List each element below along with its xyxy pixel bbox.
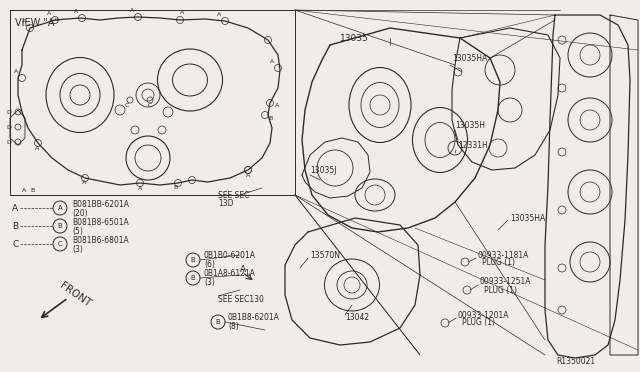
Text: 13035J: 13035J — [310, 166, 337, 174]
Text: B081B6-6801A: B081B6-6801A — [72, 235, 129, 244]
Text: PLUG (1): PLUG (1) — [484, 285, 517, 295]
Text: A: A — [12, 203, 18, 212]
Text: 13035H: 13035H — [455, 121, 485, 129]
Text: C: C — [125, 103, 129, 108]
Text: 13035HA: 13035HA — [452, 54, 487, 62]
Text: 0B1A8-6121A: 0B1A8-6121A — [204, 269, 256, 279]
Text: C: C — [148, 103, 152, 108]
Text: A: A — [180, 10, 184, 15]
Text: A: A — [74, 9, 78, 13]
Text: A: A — [270, 58, 275, 64]
Text: B: B — [58, 223, 62, 229]
Text: A: A — [275, 103, 279, 108]
Text: 12331H: 12331H — [458, 141, 488, 150]
Text: VIEW "A": VIEW "A" — [15, 18, 59, 28]
Text: PLUG (1): PLUG (1) — [482, 259, 515, 267]
Text: B: B — [173, 185, 177, 189]
Text: 13570N: 13570N — [310, 250, 340, 260]
Text: 00933-1181A: 00933-1181A — [478, 250, 529, 260]
Text: A: A — [14, 68, 19, 74]
Text: A: A — [217, 12, 221, 16]
Text: A: A — [22, 187, 26, 192]
Text: A: A — [82, 180, 86, 185]
Text: A: A — [130, 7, 134, 13]
Text: A: A — [35, 145, 39, 151]
Text: 13D: 13D — [218, 199, 234, 208]
Text: B081B8-6501A: B081B8-6501A — [72, 218, 129, 227]
Text: (3): (3) — [204, 278, 215, 286]
Text: (5): (5) — [72, 227, 83, 235]
Text: B: B — [30, 187, 35, 192]
Text: C: C — [58, 241, 62, 247]
Text: R1350021: R1350021 — [556, 357, 595, 366]
Text: B: B — [12, 221, 18, 231]
Text: C: C — [12, 240, 19, 248]
Text: A: A — [138, 186, 142, 190]
Text: (3): (3) — [72, 244, 83, 253]
Text: D: D — [6, 109, 11, 115]
Text: SEE SEC130: SEE SEC130 — [218, 295, 264, 305]
Text: A: A — [240, 266, 246, 275]
Text: 0B1B8-6201A: 0B1B8-6201A — [228, 314, 280, 323]
Text: D: D — [6, 140, 11, 144]
Text: (20): (20) — [72, 208, 88, 218]
Text: B081BB-6201A: B081BB-6201A — [72, 199, 129, 208]
Text: 13035: 13035 — [340, 33, 369, 42]
Text: FRONT: FRONT — [58, 281, 93, 309]
Text: PLUG (1): PLUG (1) — [462, 318, 495, 327]
Text: B: B — [216, 319, 220, 325]
Text: 13035HA: 13035HA — [510, 214, 545, 222]
Text: A: A — [246, 173, 250, 177]
Text: D: D — [6, 125, 11, 129]
Text: 0B1B0-6201A: 0B1B0-6201A — [204, 251, 256, 260]
Text: B: B — [268, 115, 272, 121]
Text: B: B — [191, 275, 195, 281]
Text: A: A — [22, 19, 26, 23]
Text: B: B — [191, 257, 195, 263]
Text: 00933-1251A: 00933-1251A — [480, 278, 531, 286]
Text: (6): (6) — [204, 260, 215, 269]
Text: SEE SEC-: SEE SEC- — [218, 190, 252, 199]
Text: 13042: 13042 — [345, 314, 369, 323]
Text: (8): (8) — [228, 321, 239, 330]
Text: 00933-1201A: 00933-1201A — [458, 311, 509, 320]
Text: A: A — [47, 10, 51, 16]
Text: A: A — [58, 205, 62, 211]
